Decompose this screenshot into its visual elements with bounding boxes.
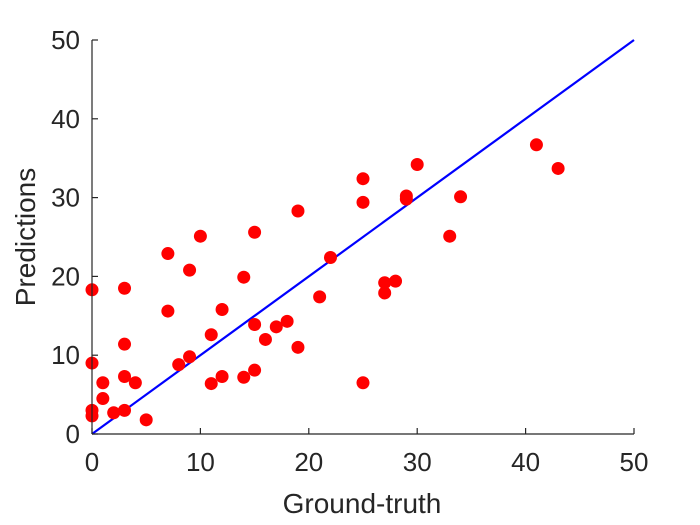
data-point <box>96 376 110 390</box>
data-point <box>313 290 327 304</box>
data-point <box>248 317 262 331</box>
y-tick-label: 50 <box>51 25 80 55</box>
y-tick-label: 0 <box>66 419 80 449</box>
data-point <box>323 250 337 264</box>
data-point <box>204 328 218 342</box>
data-point <box>410 158 424 172</box>
y-axis-label: Predictions <box>10 168 41 307</box>
data-point <box>118 337 132 351</box>
x-tick-label: 20 <box>294 447 323 477</box>
data-point <box>139 413 153 427</box>
data-point <box>183 350 197 364</box>
data-point <box>454 190 468 204</box>
y-tick-label: 30 <box>51 183 80 213</box>
data-point <box>118 403 132 417</box>
data-point <box>356 172 370 186</box>
x-tick-label: 40 <box>511 447 540 477</box>
x-axis-label: Ground-truth <box>283 488 442 519</box>
y-tick-label: 20 <box>51 261 80 291</box>
data-point <box>258 332 272 346</box>
data-point <box>193 229 207 243</box>
data-point <box>183 263 197 277</box>
data-point <box>172 358 186 372</box>
data-point <box>399 192 413 206</box>
data-point <box>280 314 294 328</box>
y-tick-label: 10 <box>51 340 80 370</box>
x-tick-label: 50 <box>620 447 649 477</box>
data-point <box>215 369 229 383</box>
data-point <box>215 302 229 316</box>
identity-line <box>91 39 635 435</box>
data-point <box>378 286 392 300</box>
data-point <box>551 161 565 175</box>
data-point <box>161 247 175 261</box>
data-point <box>128 376 142 390</box>
data-point <box>291 340 305 354</box>
data-point <box>269 320 283 334</box>
data-point <box>291 204 305 218</box>
data-point <box>96 392 110 406</box>
data-point <box>356 376 370 390</box>
data-point <box>248 225 262 239</box>
x-tick-label: 10 <box>186 447 215 477</box>
data-point <box>529 138 543 152</box>
data-point <box>161 304 175 318</box>
data-point <box>356 195 370 209</box>
data-point <box>204 377 218 391</box>
y-tick-label: 40 <box>51 104 80 134</box>
data-point <box>118 369 132 383</box>
data-point <box>118 281 132 295</box>
axes <box>91 39 635 435</box>
data-point <box>237 270 251 284</box>
x-tick-label: 30 <box>403 447 432 477</box>
data-point <box>389 274 403 288</box>
reference-line-layer <box>91 39 635 435</box>
data-points-layer <box>85 138 565 427</box>
data-point <box>237 370 251 384</box>
x-tick-label: 0 <box>85 447 99 477</box>
data-point <box>378 276 392 290</box>
data-point <box>248 363 262 377</box>
data-point <box>443 229 457 243</box>
tick-labels: 0 10 20 30 40 50 0 10 20 30 40 50 <box>51 25 648 477</box>
data-point <box>107 406 121 420</box>
